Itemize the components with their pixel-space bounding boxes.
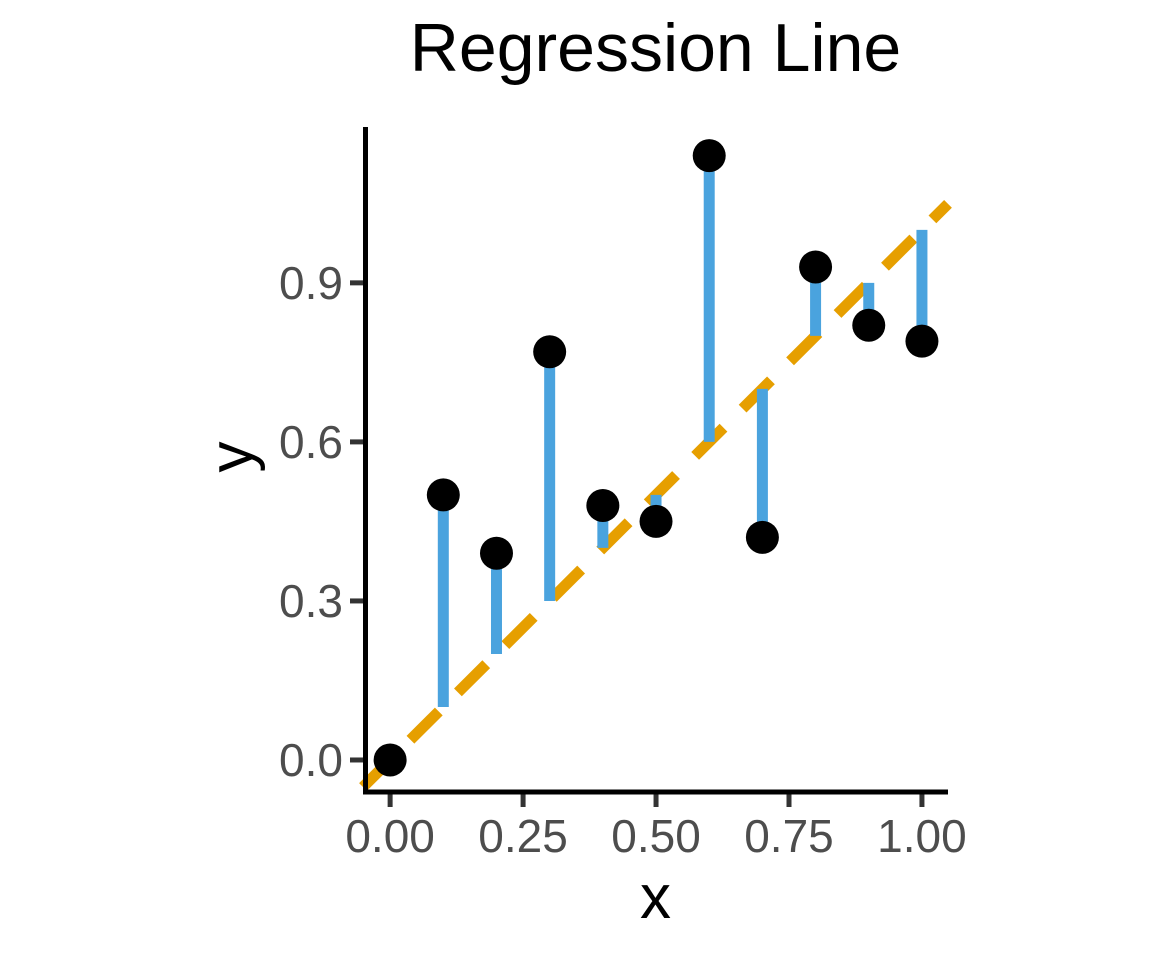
x-axis-title: x — [640, 863, 671, 932]
axes-group: 0.0 0.3 0.6 0.9 0.00 0.25 0.50 0.75 1.00 — [279, 127, 967, 862]
data-point — [745, 520, 779, 554]
data-point — [426, 478, 460, 512]
data-point — [692, 139, 726, 173]
x-tick-label: 0.75 — [744, 810, 834, 862]
data-point — [533, 335, 567, 369]
y-tick-label: 0.6 — [279, 416, 343, 468]
data-point — [852, 308, 886, 342]
data-point — [639, 504, 673, 538]
data-point — [799, 250, 833, 284]
data-point — [479, 536, 513, 570]
residual-segments-group — [437, 155, 928, 707]
y-tick-label: 0.3 — [279, 575, 343, 627]
x-tick-label: 1.00 — [877, 810, 967, 862]
data-point — [373, 743, 407, 777]
y-axis-title: y — [197, 441, 266, 473]
x-tick-label: 0.50 — [611, 810, 701, 862]
data-point — [905, 324, 939, 358]
x-tick-label: 0.00 — [345, 810, 435, 862]
y-tick-label: 0.0 — [279, 734, 343, 786]
x-tick-label: 0.25 — [478, 810, 568, 862]
chart-title: Regression Line — [409, 10, 902, 86]
y-tick-label: 0.9 — [279, 257, 343, 309]
data-points-group — [373, 139, 939, 777]
data-point — [586, 489, 620, 523]
